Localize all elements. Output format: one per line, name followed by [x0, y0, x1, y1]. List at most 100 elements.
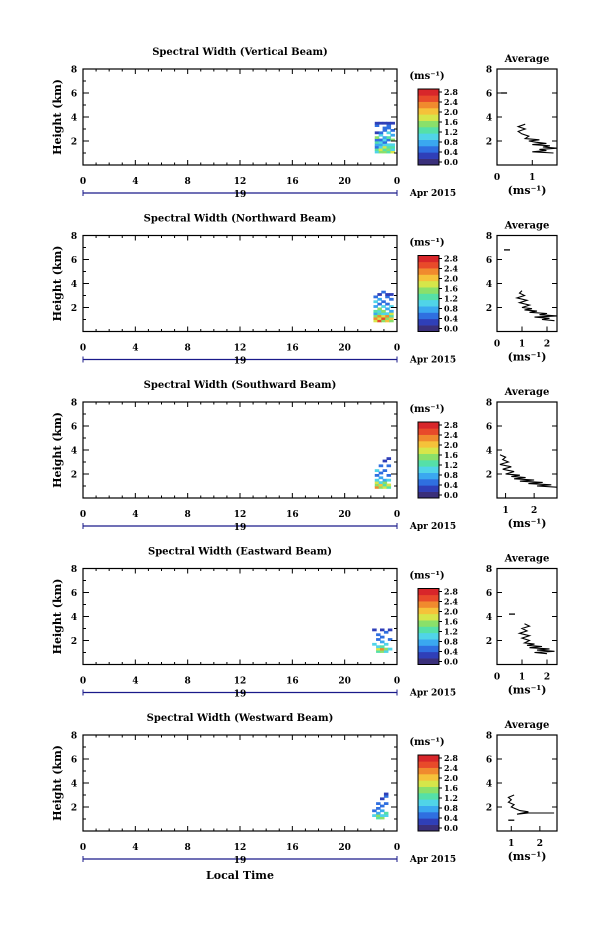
colorbar-tick-label: 0.8	[444, 470, 458, 480]
colorbar-swatch	[418, 95, 439, 102]
colorbar-swatch	[418, 306, 439, 313]
heatmap-cell	[379, 809, 385, 813]
colorbar-swatch	[418, 485, 439, 492]
heatmap-cell	[376, 633, 381, 637]
heatmap-cell	[379, 797, 385, 801]
panel-5: Spectral Width (Westward Beam)0 4 8 12 16 20 0…	[51, 713, 558, 866]
colorbar-swatch	[418, 812, 439, 819]
colorbar-swatch	[418, 793, 439, 800]
x-tick-label: 4	[132, 344, 138, 354]
heatmap-cell	[386, 148, 392, 151]
average-y-tick-label: 2	[486, 471, 492, 481]
average-y-tick-label: 2	[486, 304, 492, 314]
heatmap-cell	[374, 483, 380, 487]
heatmap-cell	[382, 141, 388, 144]
heatmap-cell	[372, 814, 377, 817]
colorbar-swatch	[418, 755, 439, 762]
colorbar-swatch	[418, 114, 439, 121]
colorbar-swatch	[418, 268, 439, 275]
heatmap-cell	[390, 133, 395, 137]
heatmap-cell	[372, 642, 377, 646]
colorbar-swatch	[418, 786, 439, 794]
y-axis-label: Height (km)	[51, 412, 64, 488]
heatmap-cell	[390, 145, 395, 149]
heatmap-cell	[381, 314, 386, 318]
heatmap-cell	[373, 312, 378, 316]
colorbar-swatch	[418, 613, 439, 621]
heatmap-cell	[382, 150, 388, 154]
average-y-tick-label: 8	[486, 399, 492, 409]
heatmap-cell	[377, 319, 382, 323]
x-tick-label: 16	[286, 177, 299, 187]
colorbar-swatch	[418, 274, 439, 282]
colorbar-tick-label: 0.0	[444, 657, 458, 667]
heatmap-cell	[386, 150, 392, 154]
heatmap-cell	[374, 143, 380, 147]
colorbar-tick-label: 2.4	[444, 264, 458, 274]
heatmap-cell	[378, 476, 384, 480]
panel-title: Spectral Width (Southward Beam)	[144, 380, 337, 391]
heatmap-cell	[378, 131, 384, 135]
colorbar-tick-label: 2.0	[444, 607, 458, 617]
heatmap-cell	[376, 814, 381, 817]
heatmap-cell	[378, 464, 384, 468]
date-label: 19	[234, 190, 247, 200]
heatmap-cell	[373, 305, 378, 308]
heatmap-cell	[379, 814, 385, 817]
heatmap-cell	[383, 811, 389, 815]
average-x-label: (ms⁻¹)	[508, 684, 547, 697]
heatmap-cell	[390, 148, 395, 151]
average-y-tick-label: 8	[486, 565, 492, 575]
colorbar-tick-label: 0.4	[444, 647, 458, 657]
heatmap-cell	[377, 302, 382, 306]
colorbar-tick-label: 2.8	[444, 254, 458, 264]
month-label: Apr 2015	[409, 689, 456, 699]
average-x-tick-label: 1	[502, 506, 508, 516]
heatmap-cell	[376, 816, 381, 820]
colorbar-tick-label: 1.6	[444, 117, 458, 127]
heatmap-cell	[379, 650, 385, 653]
colorbar-tick-label: 1.6	[444, 617, 458, 627]
heatmap-cell	[373, 295, 378, 299]
y-axis-label: Height (km)	[51, 579, 64, 655]
panel-4: Spectral Width (Eastward Beam)0 4 8 12 16 20 0…	[51, 547, 558, 700]
heatmap-cell	[378, 486, 384, 489]
heatmap-cell	[376, 807, 381, 810]
heatmap-cell	[379, 647, 385, 651]
colorbar-swatch	[418, 312, 439, 320]
heatmap-cell	[382, 148, 388, 151]
heatmap-cell	[387, 638, 393, 641]
colorbar-swatch	[418, 639, 439, 646]
panel-3: Spectral Width (Southward Beam)0 4 8 12 16 20…	[51, 380, 558, 533]
heatmap-cell	[378, 133, 384, 137]
heatmap-cell	[386, 457, 392, 460]
heatmap-cell	[387, 628, 393, 632]
heatmap-cell	[381, 317, 386, 320]
x-tick-label: 0	[80, 177, 86, 187]
x-tick-label: 16	[286, 677, 299, 687]
heatmap-cell	[385, 319, 390, 323]
heatmap-cell	[374, 131, 380, 135]
heatmap-cell	[389, 293, 394, 296]
colorbar-tick-label: 0.0	[444, 490, 458, 500]
colorbar-swatch	[418, 472, 439, 480]
x-tick-label: 8	[185, 677, 191, 687]
heatmap-cell	[385, 307, 390, 311]
y-tick-label: 8	[71, 232, 77, 242]
heatmap-cell	[376, 811, 381, 815]
heatmap-cell	[390, 121, 395, 125]
x-tick-label: 16	[286, 344, 299, 354]
month-label: Apr 2015	[409, 522, 456, 532]
heatmap-cell	[378, 143, 384, 147]
heatmap-cell	[385, 317, 390, 320]
y-tick-label: 6	[71, 423, 77, 433]
average-x-label: (ms⁻¹)	[508, 850, 547, 863]
y-tick-label: 8	[71, 399, 77, 409]
average-x-label: (ms⁻¹)	[508, 351, 547, 364]
colorbar-tick-label: 1.2	[444, 627, 458, 637]
heatmap-cell	[378, 141, 384, 144]
heatmap-cell	[386, 138, 392, 142]
panel-title: Spectral Width (Northward Beam)	[144, 214, 337, 225]
heatmap-cell	[373, 309, 378, 313]
average-title: Average	[504, 554, 550, 565]
